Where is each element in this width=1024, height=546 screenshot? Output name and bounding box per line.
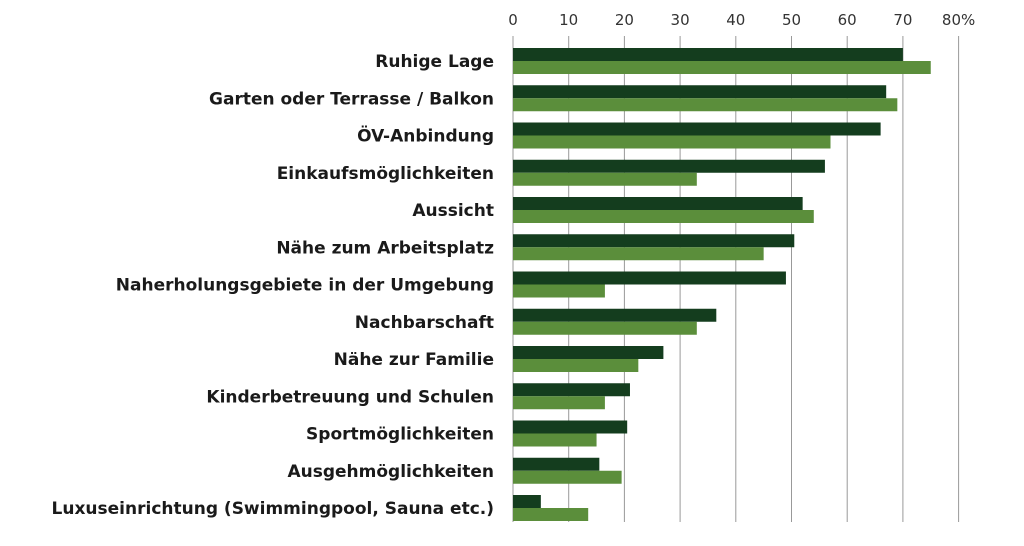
- x-tick-label: 50: [782, 11, 801, 29]
- x-tick-label: 80%: [942, 11, 975, 29]
- x-tick-label: 70: [893, 11, 912, 29]
- bar: [513, 508, 589, 521]
- category-label: Ruhige Lage: [375, 52, 494, 72]
- category-label: Aussicht: [412, 201, 494, 221]
- category-label: Garten oder Terrasse / Balkon: [209, 89, 494, 109]
- x-tick-label: 10: [559, 11, 578, 29]
- category-label: Naherholungsgebiete in der Umgebung: [116, 276, 494, 296]
- x-tick-label: 20: [615, 11, 634, 29]
- category-label: Nachbarschaft: [355, 313, 494, 333]
- bars: [513, 48, 931, 521]
- bar: [513, 308, 717, 322]
- bar: [513, 495, 541, 508]
- bar: [513, 98, 898, 112]
- category-label: Sportmöglichkeiten: [306, 425, 494, 445]
- category-label: Nähe zum Arbeitsplatz: [276, 238, 494, 258]
- bar: [513, 85, 887, 99]
- category-label: Einkaufsmöglichkeiten: [277, 164, 494, 184]
- bar: [513, 159, 825, 173]
- bar: [513, 210, 814, 223]
- bar: [513, 48, 903, 61]
- bar: [513, 122, 881, 136]
- bar: [513, 135, 831, 149]
- bar: [513, 321, 697, 335]
- bar: [513, 234, 795, 248]
- category-label: Luxuseinrichtung (Swimmingpool, Sauna et…: [52, 499, 494, 519]
- bar: [513, 284, 605, 298]
- bar: [513, 197, 803, 210]
- bar: [513, 172, 697, 186]
- category-label: Nähe zur Familie: [334, 350, 494, 370]
- x-tick-label: 40: [726, 11, 745, 29]
- bar: [513, 359, 639, 372]
- bar: [513, 61, 931, 74]
- bar: [513, 271, 786, 285]
- bar: [513, 433, 597, 447]
- bar: [513, 247, 764, 261]
- category-label: Ausgehmöglichkeiten: [287, 462, 494, 482]
- bar: [513, 396, 605, 410]
- bar: [513, 346, 664, 359]
- x-axis-ticks: 0 10 20 30 40 50 60 70 80%: [508, 11, 975, 29]
- category-labels: Ruhige Lage Garten oder Terrasse / Balkon…: [52, 52, 495, 519]
- x-tick-label: 60: [838, 11, 857, 29]
- bar: [513, 420, 628, 434]
- bar: [513, 470, 622, 484]
- x-tick-label: 30: [671, 11, 690, 29]
- category-label: Kinderbetreuung und Schulen: [206, 387, 494, 407]
- bar: [513, 383, 630, 397]
- bar: [513, 457, 600, 471]
- x-tick-label: 0: [508, 11, 518, 29]
- category-label: ÖV-Anbindung: [357, 125, 494, 147]
